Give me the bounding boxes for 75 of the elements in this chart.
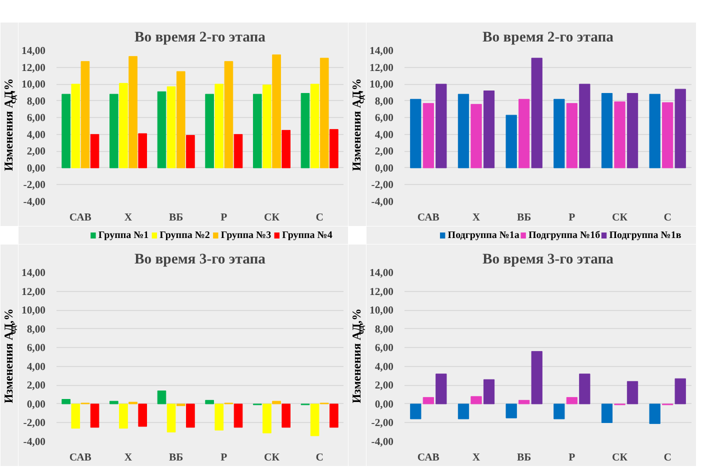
y-tick-label: -4,00 [23, 197, 46, 208]
y-tick-label: 2,00 [26, 146, 46, 158]
legend-label: Подгруппа №1а [448, 230, 520, 241]
y-tick-label: -2,00 [371, 180, 394, 192]
y-tick-label: 10,00 [370, 306, 394, 317]
chart-title: Во время 2-го этапа [482, 30, 614, 46]
chart-title: Во время 2-го этапа [134, 30, 266, 46]
y-tick-label: 14,00 [370, 268, 394, 279]
x-tick-label: САВ [417, 452, 440, 464]
y-tick-label: -2,00 [23, 180, 46, 192]
y-tick-label: 4,00 [26, 362, 46, 373]
x-tick-label: Х [124, 212, 132, 224]
legend-label: Группа №1 [98, 230, 149, 241]
x-tick-label: С [316, 212, 324, 224]
y-tick-label: -4,00 [371, 197, 394, 208]
y-tick-label: -4,00 [371, 437, 394, 448]
y-tick-label: 6,00 [26, 343, 46, 354]
x-tick-label: САВ [69, 212, 92, 224]
y-tick-label: 2,00 [26, 380, 46, 392]
y-tick-label: 14,00 [370, 46, 394, 57]
y-tick-label: 8,00 [374, 324, 394, 336]
x-tick-label: СК [264, 452, 280, 464]
y-tick-label: 14,00 [22, 268, 46, 279]
x-tick-label: ВБ [169, 212, 184, 224]
x-tick-label: Х [472, 452, 480, 464]
x-tick-label: САВ [417, 212, 440, 224]
y-tick-label: 8,00 [26, 96, 46, 108]
y-tick-label: 6,00 [26, 113, 46, 124]
y-tick-label: 4,00 [26, 130, 46, 141]
y-tick-label: 12,00 [22, 286, 46, 298]
y-tick-label: -2,00 [371, 418, 394, 430]
x-tick-label: ВБ [169, 452, 184, 464]
chart-title: Во время 3-го этапа [482, 252, 614, 268]
y-tick-label: 10,00 [22, 306, 46, 317]
y-tick-label: 0,00 [26, 163, 46, 174]
legend-label: Группа №3 [220, 230, 272, 241]
x-tick-label: САВ [69, 452, 92, 464]
y-tick-label: 12,00 [22, 62, 46, 74]
y-tick-label: 6,00 [374, 113, 394, 124]
y-tick-label: 10,00 [370, 80, 394, 91]
x-tick-label: Р [220, 452, 228, 464]
x-tick-label: Р [568, 452, 576, 464]
x-tick-label: СК [612, 452, 628, 464]
x-tick-label: СК [612, 212, 628, 224]
x-tick-label: ВБ [517, 212, 532, 224]
y-tick-label: -2,00 [23, 418, 46, 430]
legend-label: Подгруппа №1в [609, 230, 682, 241]
y-tick-label: 2,00 [374, 380, 394, 392]
y-tick-label: 0,00 [26, 399, 46, 410]
x-tick-label: С [664, 212, 672, 224]
chart-title: Во время 3-го этапа [134, 252, 266, 268]
y-tick-label: 4,00 [374, 130, 394, 141]
x-tick-label: Р [568, 212, 576, 224]
legend-label: Группа №4 [282, 230, 332, 241]
legend-label: Группа №2 [160, 230, 210, 241]
x-tick-label: СК [264, 212, 280, 224]
y-tick-label: 0,00 [374, 399, 394, 410]
y-tick-label: 8,00 [26, 324, 46, 336]
x-tick-label: Х [124, 452, 132, 464]
x-tick-label: Р [220, 212, 228, 224]
x-tick-label: С [316, 452, 324, 464]
y-tick-label: 10,00 [22, 80, 46, 91]
x-tick-label: ВБ [517, 452, 532, 464]
y-tick-label: 12,00 [370, 62, 394, 74]
y-tick-label: 2,00 [374, 146, 394, 158]
legend-label: Подгруппа №1б [528, 230, 600, 241]
y-tick-label: 8,00 [374, 96, 394, 108]
y-tick-label: 6,00 [374, 343, 394, 354]
x-tick-label: С [664, 452, 672, 464]
y-tick-label: -4,00 [23, 437, 46, 448]
y-tick-label: 0,00 [374, 163, 394, 174]
y-tick-label: 14,00 [22, 46, 46, 57]
y-tick-label: 12,00 [370, 286, 394, 298]
y-tick-label: 4,00 [374, 362, 394, 373]
x-tick-label: Х [472, 212, 480, 224]
